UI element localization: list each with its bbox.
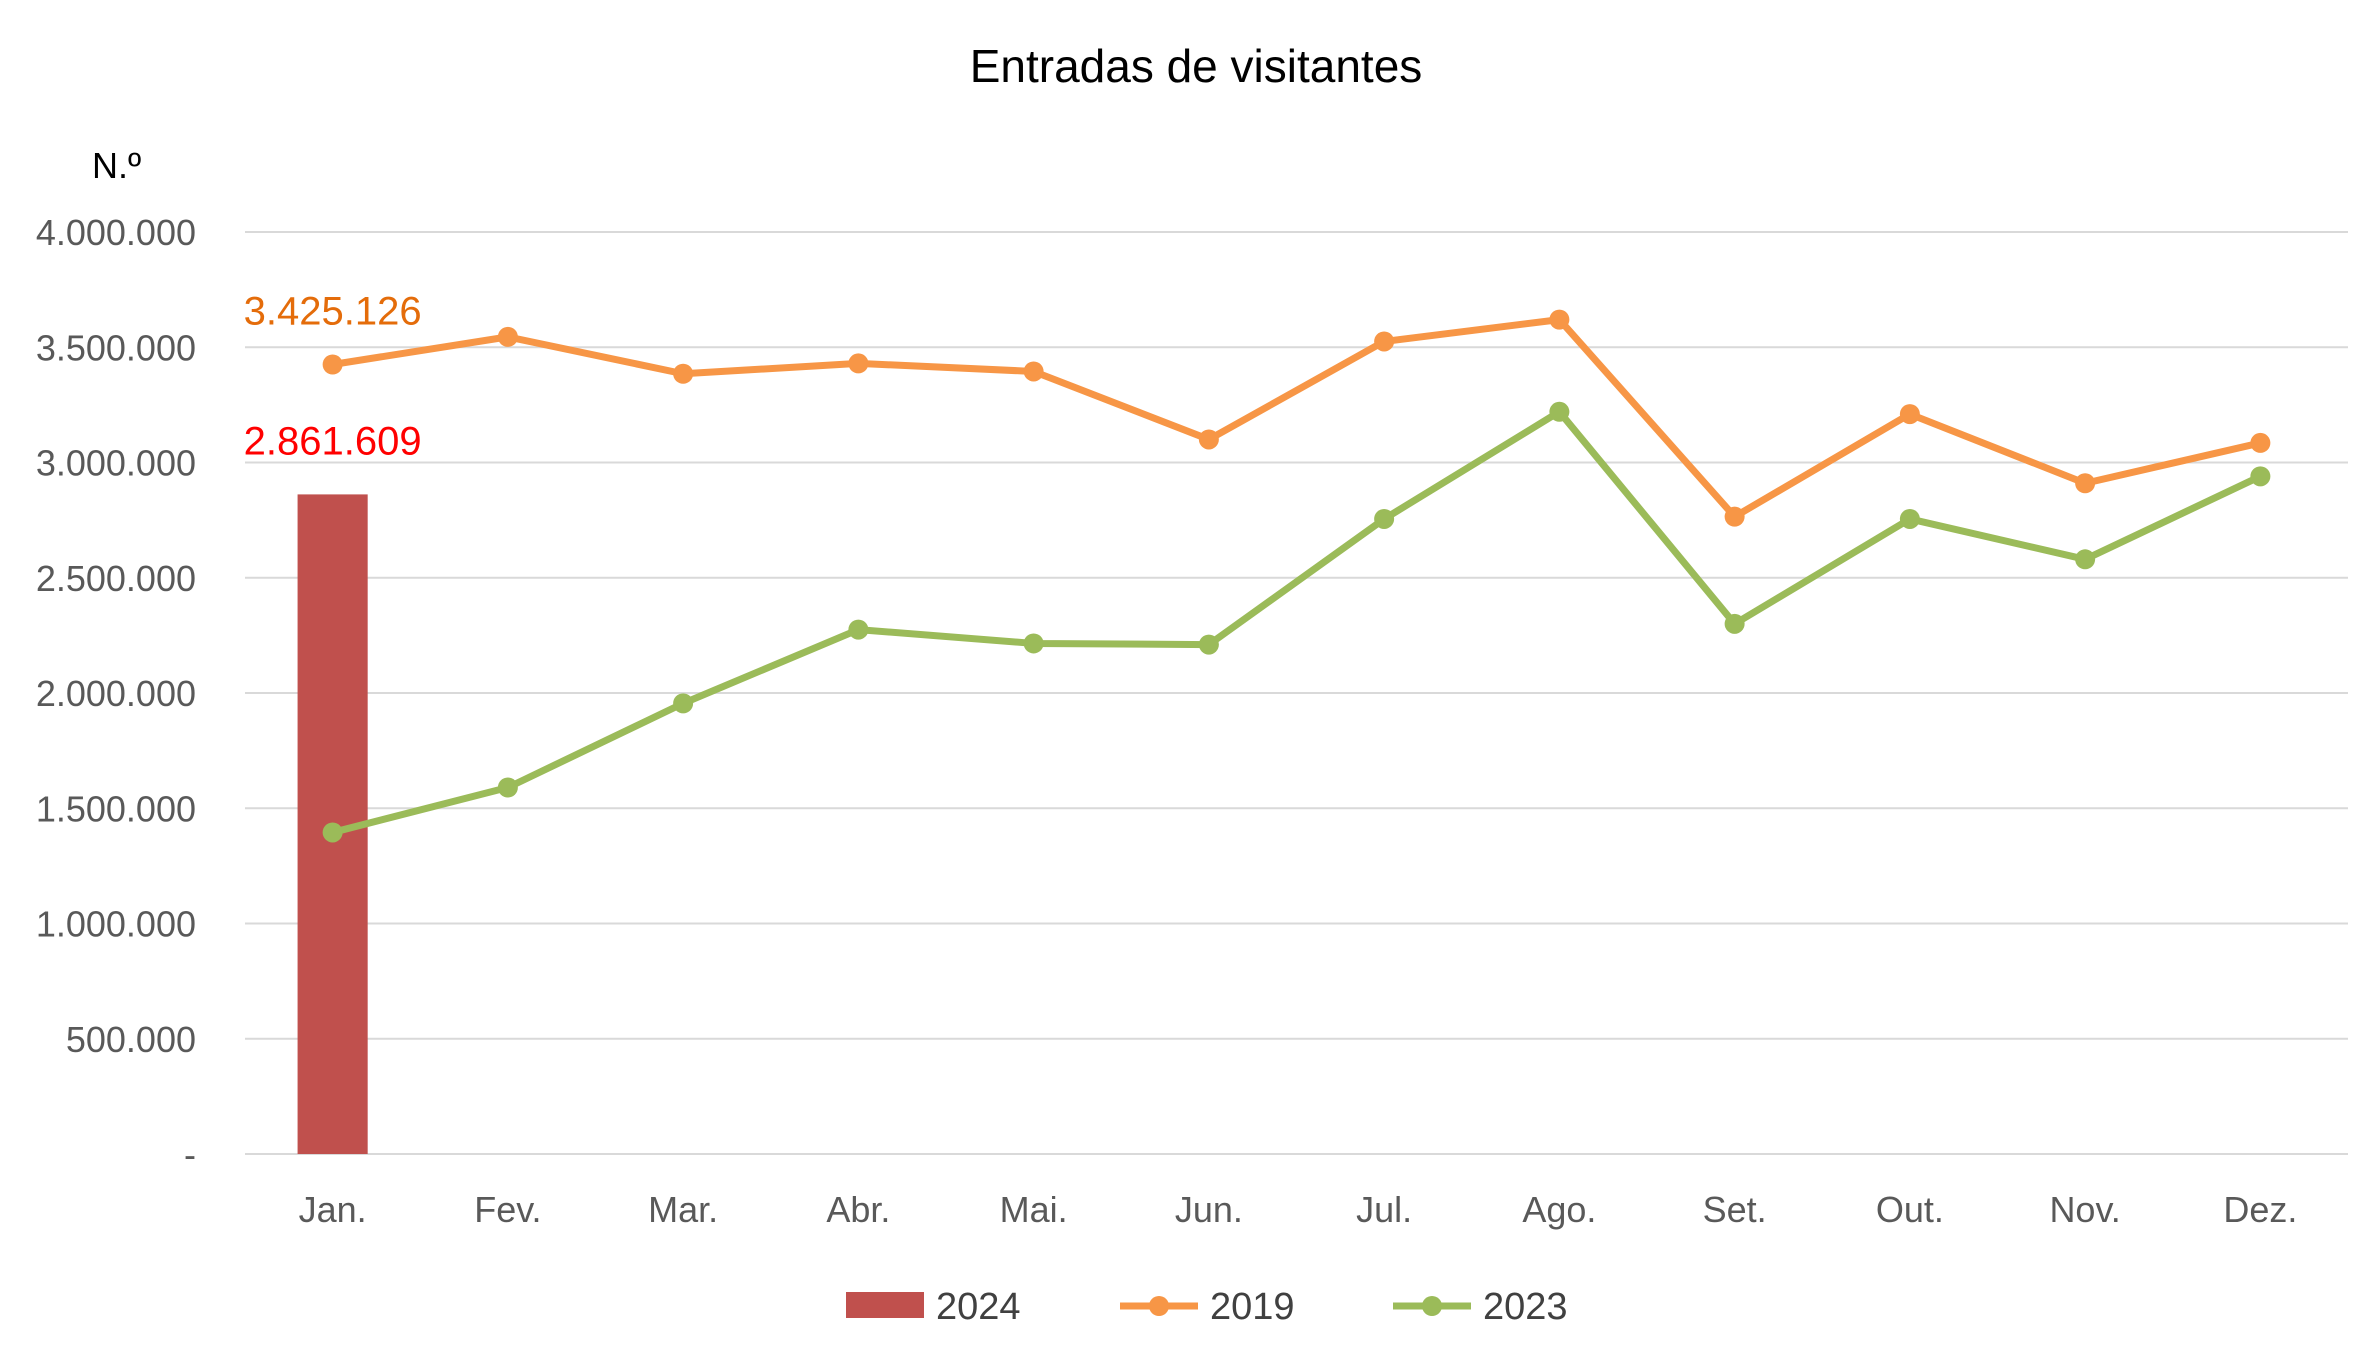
x-tick-label: Abr. <box>826 1189 890 1230</box>
x-tick-label: Jun. <box>1175 1189 1243 1230</box>
point-2019 <box>1899 404 1920 425</box>
y-tick-label: 1.000.000 <box>36 904 196 945</box>
data-label-2024: 2.861.609 <box>244 419 422 463</box>
x-tick-label: Out. <box>1876 1189 1944 1230</box>
point-2019 <box>322 354 343 375</box>
y-tick-label: 3.500.000 <box>36 327 196 368</box>
x-tick-label: Set. <box>1703 1189 1767 1230</box>
point-2019 <box>1198 429 1219 450</box>
point-2023 <box>1374 508 1395 529</box>
y-tick-label: 500.000 <box>66 1019 196 1060</box>
chart-title: Entradas de visitantes <box>970 40 1423 92</box>
y-tick-label: 3.000.000 <box>36 443 196 484</box>
point-2023 <box>1724 613 1745 634</box>
point-2023 <box>673 693 694 714</box>
x-tick-label: Dez. <box>2223 1189 2297 1230</box>
point-2019 <box>497 326 518 347</box>
legend-label-2023: 2023 <box>1483 1286 1568 1328</box>
x-tick-label: Mar. <box>648 1189 718 1230</box>
x-tick-label: Mai. <box>1000 1189 1068 1230</box>
data-label-2019: 3.425.126 <box>244 290 422 334</box>
point-2023 <box>2250 466 2271 487</box>
x-tick-label: Fev. <box>474 1189 541 1230</box>
x-tick-label: Jul. <box>1356 1189 1412 1230</box>
x-tick-label: Nov. <box>2049 1189 2120 1230</box>
x-tick-label: Jan. <box>299 1189 367 1230</box>
legend-label-2024: 2024 <box>936 1286 1021 1328</box>
y-unit-label: N.º <box>92 145 141 186</box>
x-axis-ticks: Jan. Fev. Mar. Abr. Mai. Jun. Jul. Ago. Set. Out.… <box>299 1189 2298 1230</box>
legend-marker-2019 <box>1149 1296 1169 1316</box>
y-tick-label: 2.500.000 <box>36 558 196 599</box>
point-2019 <box>1374 331 1395 352</box>
legend-label-2019: 2019 <box>1210 1286 1295 1328</box>
gridlines <box>245 231 2348 1155</box>
line-2023 <box>329 408 2264 836</box>
point-2019 <box>848 353 869 374</box>
point-2019 <box>1023 361 1044 382</box>
point-2023 <box>1899 508 1920 529</box>
legend-marker-2023 <box>1422 1296 1442 1316</box>
point-2023 <box>848 619 869 640</box>
point-2023 <box>2075 549 2096 570</box>
legend-swatch-2024 <box>846 1292 924 1318</box>
point-2023 <box>1023 633 1044 654</box>
legend: 2024 2019 2023 <box>846 1286 1568 1328</box>
y-axis-ticks: - 500.000 1.000.000 1.500.000 2.000.000 2.500… <box>36 212 196 1175</box>
y-tick-label: - <box>184 1134 196 1175</box>
point-2023 <box>1549 401 1570 422</box>
point-2019 <box>1549 309 1570 330</box>
point-2019 <box>1724 506 1745 527</box>
data-labels: 2.861.609 3.425.126 <box>244 290 422 464</box>
point-2023 <box>322 822 343 843</box>
x-tick-label: Ago. <box>1522 1189 1596 1230</box>
line-2019 <box>329 316 2264 521</box>
point-2019 <box>673 363 694 384</box>
point-2019 <box>2075 473 2096 494</box>
y-tick-label: 2.000.000 <box>36 673 196 714</box>
y-tick-label: 4.000.000 <box>36 212 196 253</box>
point-2023 <box>497 777 518 798</box>
point-2019 <box>2250 432 2271 453</box>
y-tick-label: 1.500.000 <box>36 788 196 829</box>
line-series <box>322 309 2271 843</box>
point-2023 <box>1198 634 1219 655</box>
